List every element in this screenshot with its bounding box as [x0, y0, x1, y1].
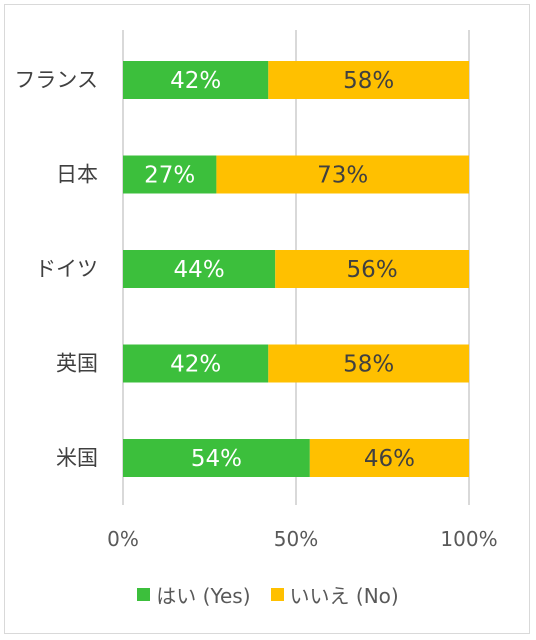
data-label-no: 58% — [343, 352, 394, 378]
data-label-yes: 42% — [170, 352, 221, 378]
bar-yes — [123, 344, 269, 383]
data-label-no: 58% — [343, 68, 394, 94]
legend-label-yes: はい (Yes) — [156, 584, 251, 608]
bar-no — [268, 344, 469, 383]
legend-swatch-no — [270, 588, 284, 601]
bar-yes — [123, 155, 217, 194]
legend: はい (Yes) いいえ (No) — [0, 580, 536, 609]
bar-yes — [123, 61, 269, 99]
category-label: 日本 — [56, 163, 98, 187]
bar-no — [268, 61, 469, 99]
data-label-yes: 42% — [170, 68, 221, 94]
data-label-no: 73% — [317, 163, 368, 189]
x-axis-ticks: 0% 50% 100% — [107, 527, 497, 551]
chart-frame — [4, 4, 530, 634]
bars: 42% 58% 27% 73% 44% 56% 42% 58% 54% 46% — [123, 61, 469, 477]
category-label: ドイツ — [35, 257, 98, 281]
bar-no — [216, 155, 469, 194]
category-label: 米国 — [56, 446, 98, 470]
data-label-yes: 27% — [144, 163, 195, 189]
data-label-yes: 44% — [174, 257, 225, 283]
bar-no — [275, 250, 469, 288]
bar-yes — [123, 439, 310, 477]
bar-yes — [123, 250, 276, 288]
category-label: 英国 — [56, 352, 98, 376]
data-label-yes: 54% — [191, 446, 242, 472]
legend-swatch-yes — [137, 588, 151, 601]
data-label-no: 56% — [347, 257, 398, 283]
x-tick-label: 50% — [274, 527, 318, 551]
legend-item-yes: はい (Yes) — [137, 580, 251, 609]
data-label-no: 46% — [364, 446, 415, 472]
x-tick-label: 100% — [440, 527, 497, 551]
x-tick-label: 0% — [107, 527, 139, 551]
category-label: フランス — [14, 68, 98, 92]
bar-no — [309, 439, 469, 477]
legend-item-no: いいえ (No) — [270, 580, 399, 609]
legend-label-no: いいえ (No) — [289, 584, 399, 608]
